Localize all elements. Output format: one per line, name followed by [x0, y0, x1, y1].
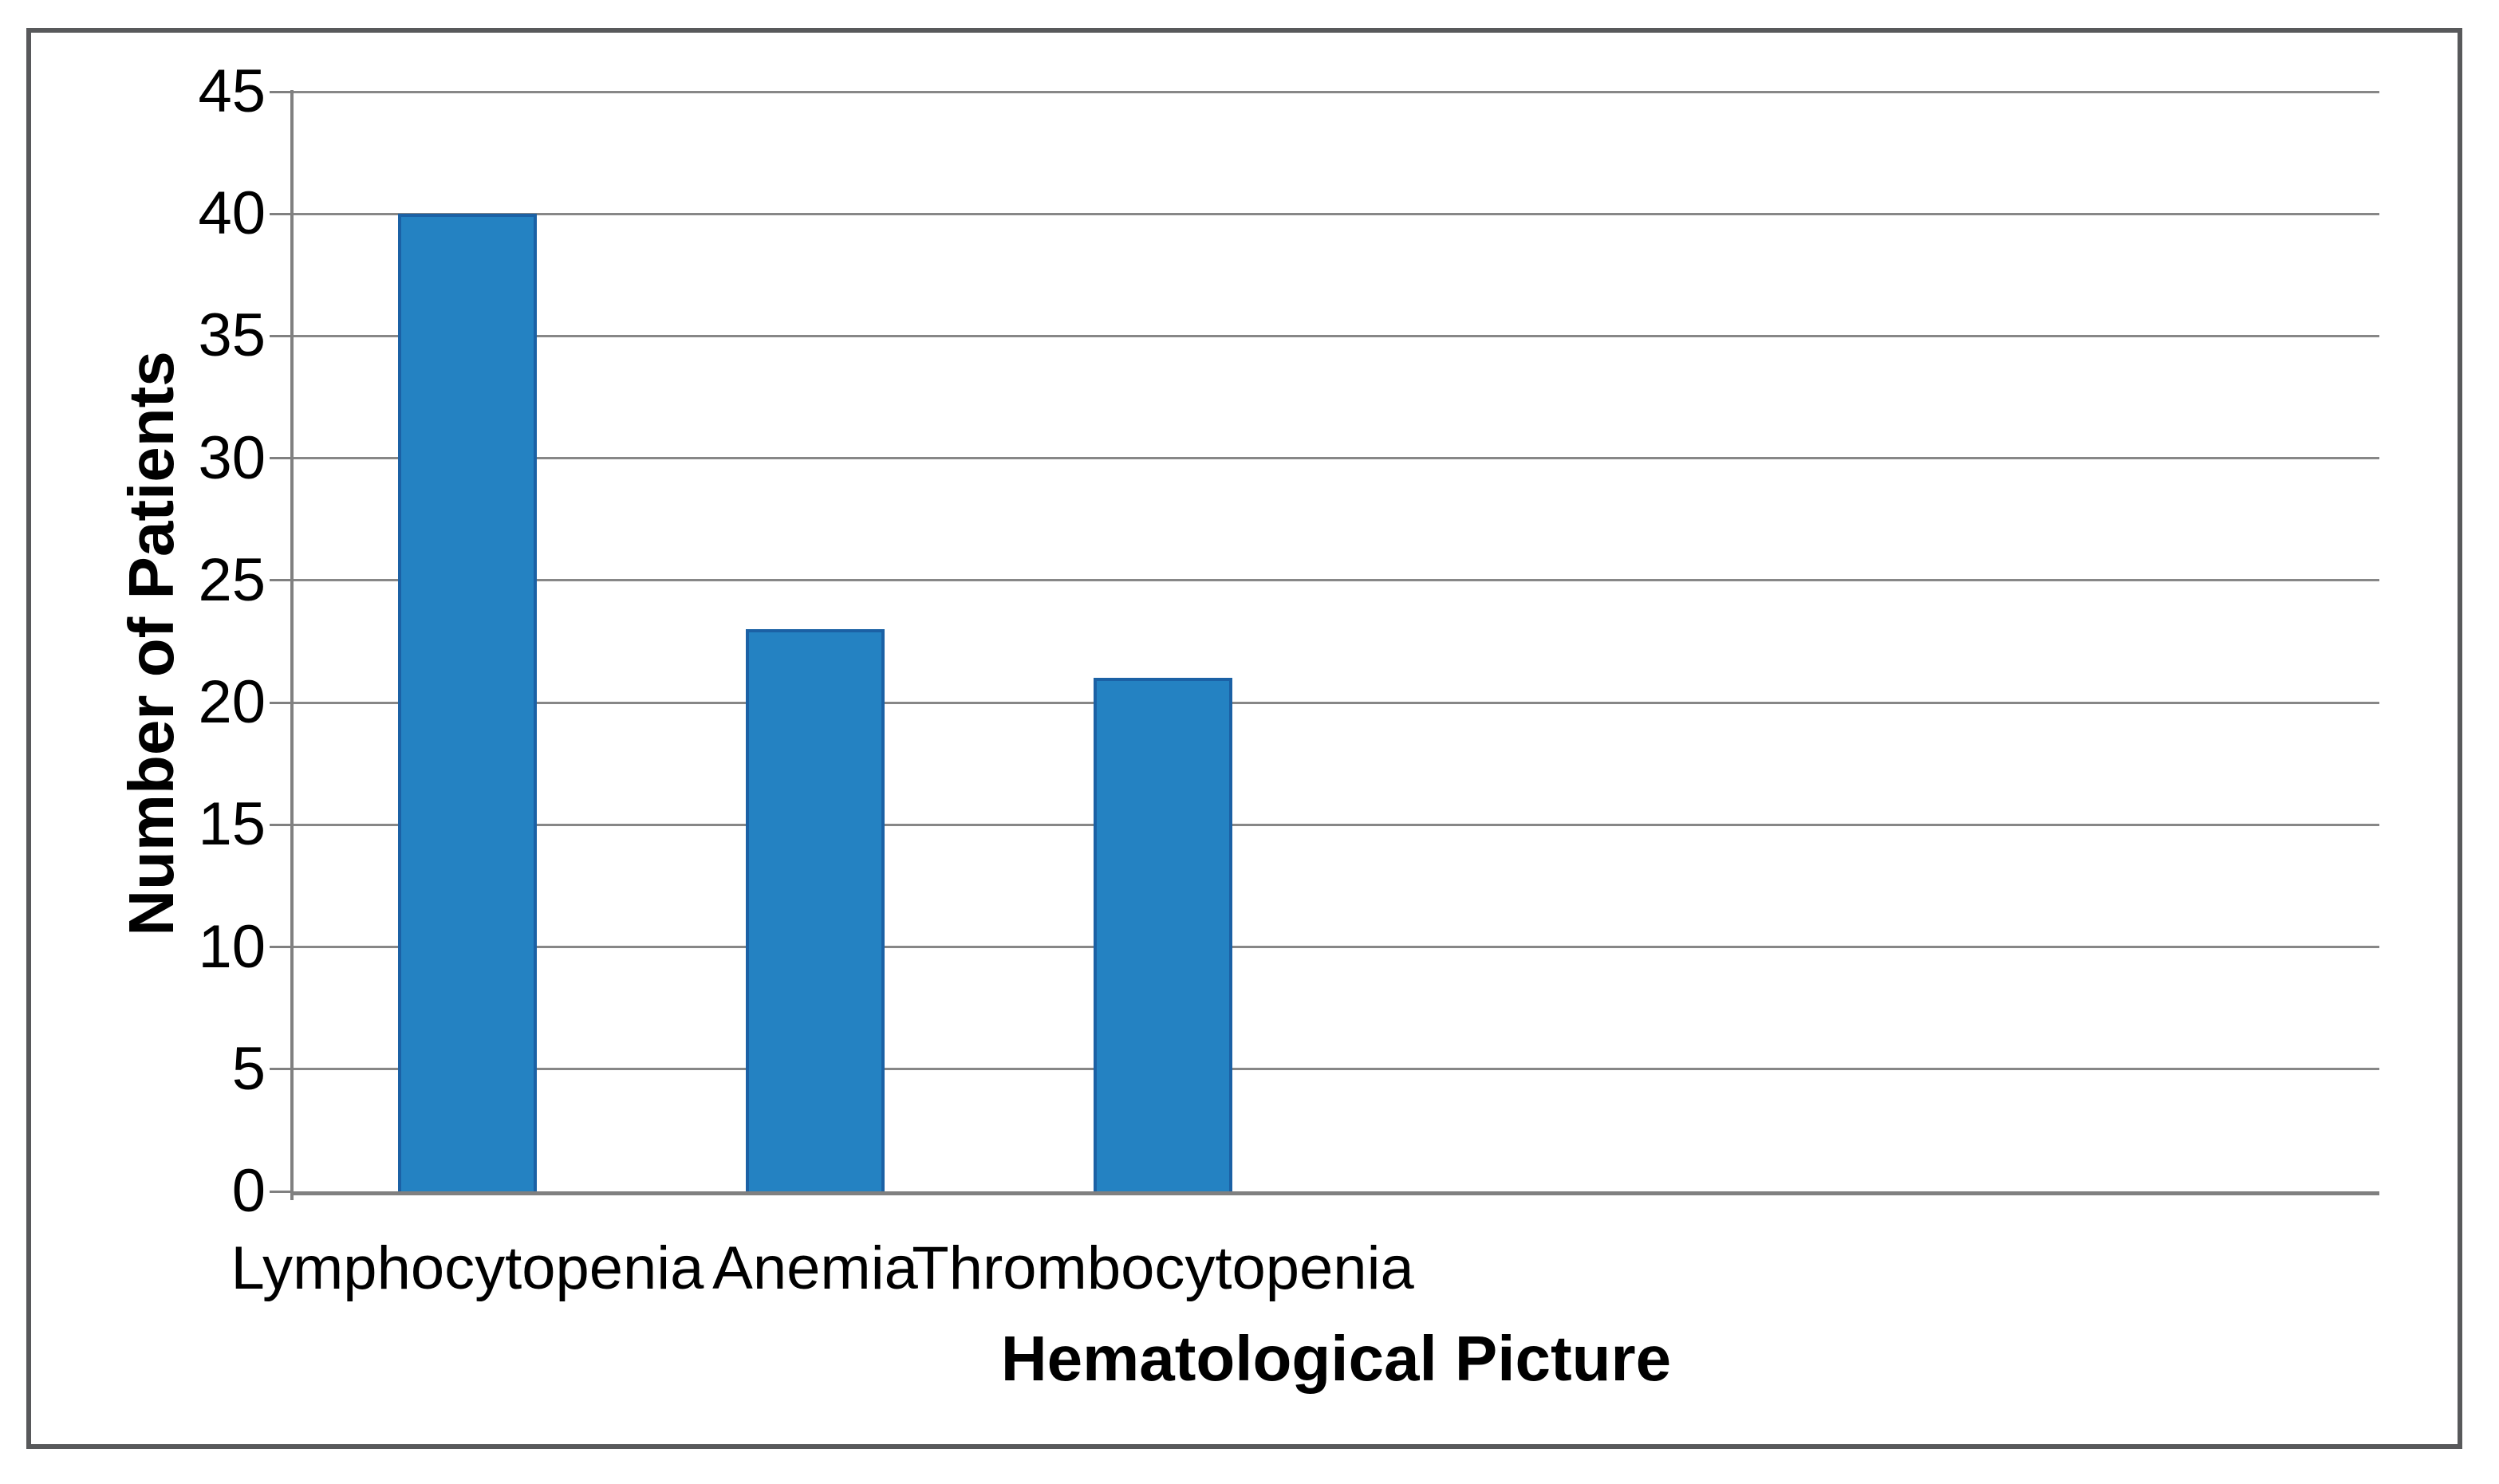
y-tick-10 [270, 946, 290, 949]
gridline-y-25 [294, 579, 2379, 582]
y-tick-label-45: 45 [198, 57, 266, 125]
y-tick-label-40: 40 [198, 179, 266, 248]
x-axis-line [290, 1191, 2379, 1195]
y-tick-35 [270, 334, 290, 337]
y-tick-label-15: 15 [198, 790, 266, 859]
plot-area: 0 5 10 15 20 25 30 35 40 45 Lymphocytopenia Anemia T… [198, 58, 2379, 1302]
gridline-y-35 [294, 334, 2379, 337]
y-tick-label-25: 25 [198, 545, 266, 614]
y-tick-label-30: 30 [198, 423, 266, 492]
category-label-anemia: Anemia [712, 1234, 918, 1302]
gridline-y-10 [294, 946, 2379, 949]
y-tick-30 [270, 457, 290, 460]
y-tick-label-0: 0 [231, 1157, 266, 1225]
gridline-y-15 [294, 823, 2379, 826]
y-tick-label-10: 10 [198, 912, 266, 981]
bar-thrombocytopenia [1094, 678, 1232, 1191]
gridline-y-20 [294, 701, 2379, 704]
y-tick-label-20: 20 [198, 668, 266, 737]
category-label-lymphocytopenia: Lymphocytopenia [231, 1234, 704, 1302]
y-tick-40 [270, 212, 290, 215]
y-tick-15 [270, 823, 290, 826]
y-tick-label-35: 35 [198, 301, 266, 370]
gridline-y-45 [294, 90, 2379, 93]
y-axis-title: Number of Patients [116, 351, 187, 936]
y-tick-45 [270, 90, 290, 93]
gridline-y-40 [294, 212, 2379, 215]
y-tick-0 [270, 1190, 290, 1193]
y-tick-label-5: 5 [231, 1034, 266, 1103]
gridline-y-30 [294, 457, 2379, 460]
y-tick-5 [270, 1068, 290, 1071]
x-axis-title: Hematological Picture [1000, 1323, 1672, 1394]
y-tick-20 [270, 701, 290, 704]
y-axis-line [290, 90, 294, 1200]
gridline-y-5 [294, 1068, 2379, 1071]
y-tick-25 [270, 579, 290, 582]
category-label-thrombocytopenia: Thrombocytopenia [912, 1234, 1414, 1302]
bar-anemia [746, 629, 885, 1191]
bar-lymphocytopenia [398, 214, 537, 1191]
